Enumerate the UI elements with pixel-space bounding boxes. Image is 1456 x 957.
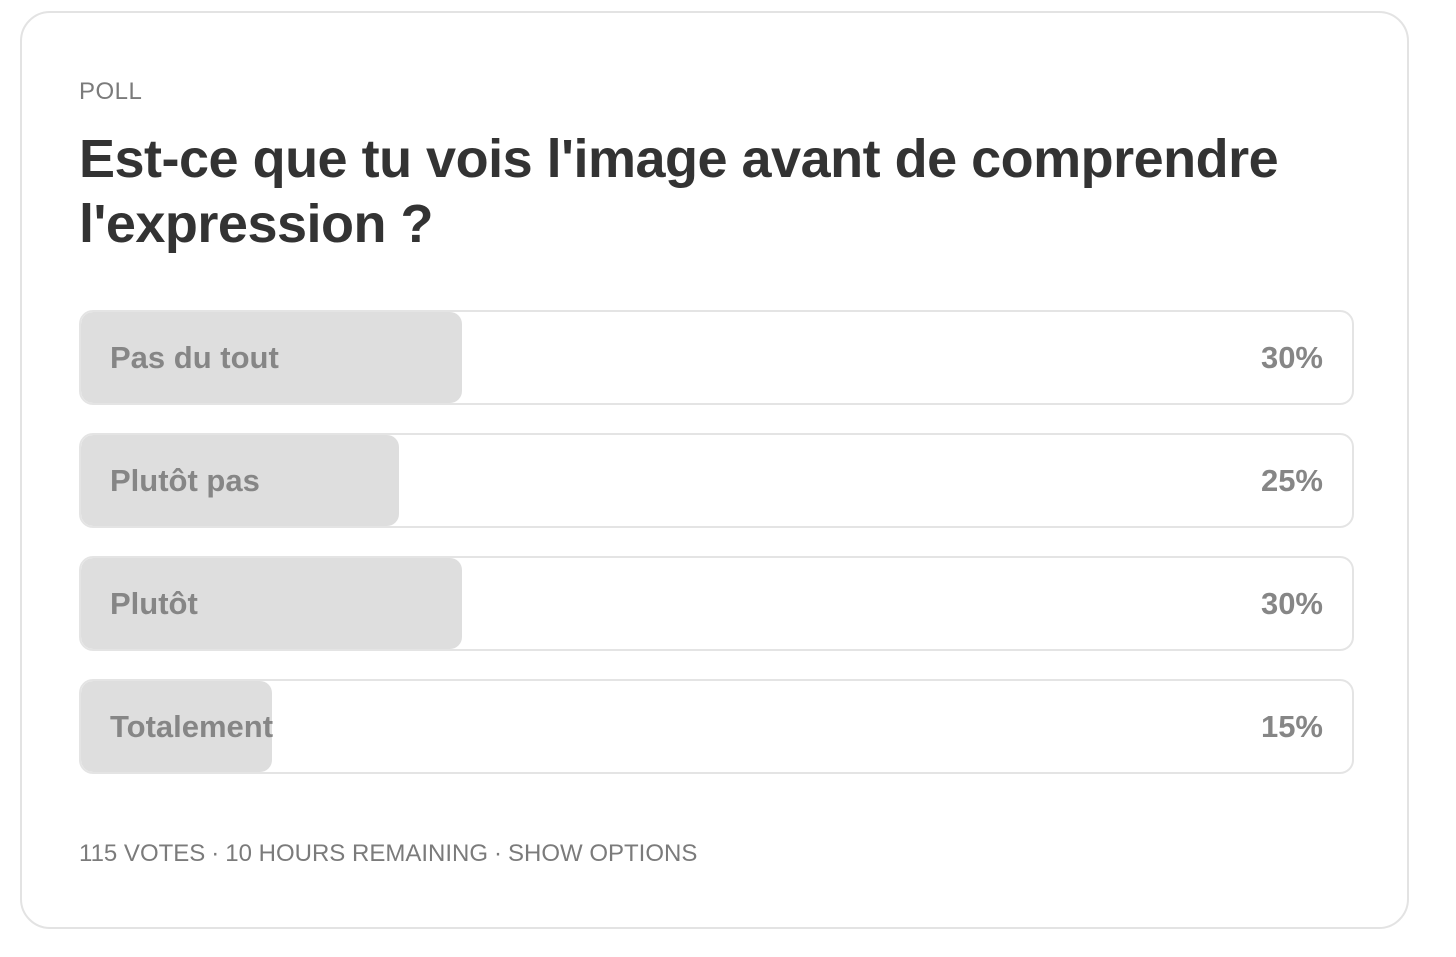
poll-card: POLL Est-ce que tu vois l'image avant de… [20,11,1409,929]
poll-options: Pas du tout 30% Plutôt pas 25% Plutôt 30… [79,310,1354,802]
poll-option-result-bar [81,558,462,649]
footer-separator: · [211,840,220,867]
poll-option-result-bar [81,681,272,772]
poll-option-result-bar [81,312,462,403]
vote-count: 115 VOTES [79,840,206,867]
poll-option-result-bar [81,435,399,526]
poll-option-percent: 30% [1260,586,1323,621]
poll-option-label: Plutôt [110,586,198,621]
poll-option-plutot[interactable]: Plutôt 30% [79,556,1354,651]
poll-option-label: Pas du tout [110,340,279,375]
poll-option-percent: 25% [1260,463,1323,498]
poll-option-label: Totalement [110,709,274,744]
footer-separator: · [494,840,502,867]
poll-footer: 115 VOTES · 10 HOURS REMAINING · SHOW OPTION… [79,839,697,869]
poll-option-percent: 15% [1260,709,1323,744]
poll-option-plutot-pas[interactable]: Plutôt pas 25% [79,433,1354,528]
show-options-link[interactable]: SHOW OPTIONS [508,840,698,867]
poll-option-percent: 30% [1260,340,1323,375]
time-remaining: 10 HOURS REMAINING [225,840,488,867]
poll-option-label: Plutôt pas [110,463,260,498]
poll-option-pas-du-tout[interactable]: Pas du tout 30% [79,310,1354,405]
poll-question: Est-ce que tu vois l'image avant de comp… [79,129,1279,254]
poll-label: POLL [79,78,143,105]
poll-option-totalement[interactable]: Totalement 15% [79,679,1354,774]
